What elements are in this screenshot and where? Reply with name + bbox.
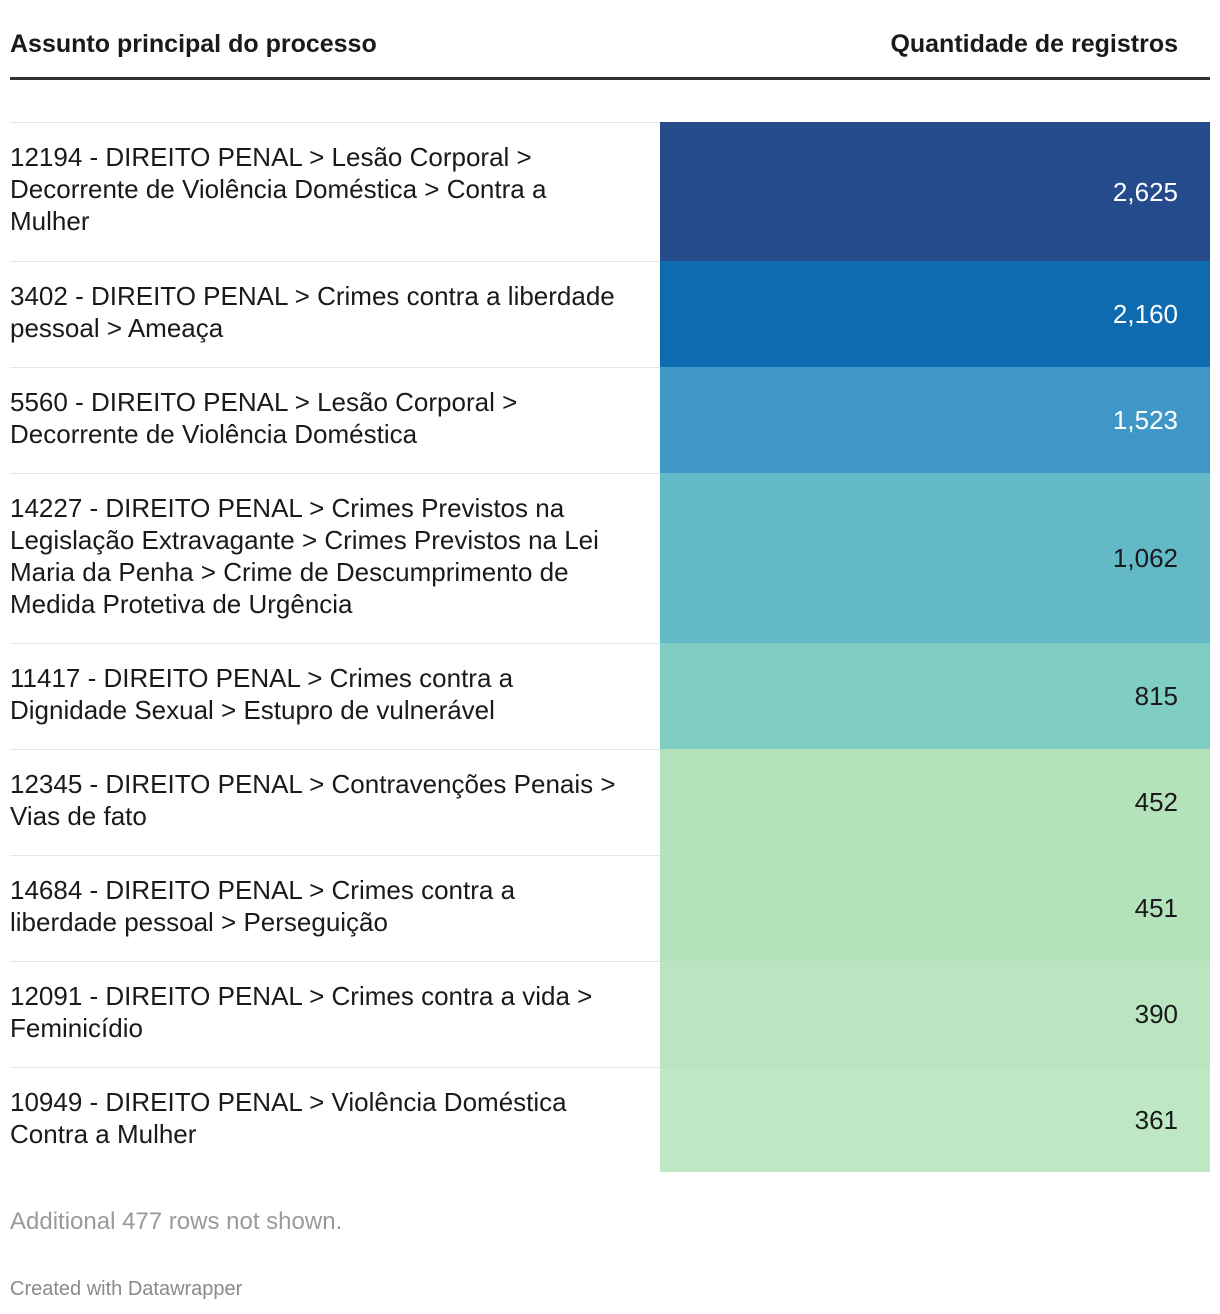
count-cell: 2,625	[660, 122, 1210, 261]
count-cell: 390	[660, 961, 1210, 1067]
table-row: 12091 - DIREITO PENAL > Crimes contra a …	[10, 961, 1210, 1067]
subject-column-header[interactable]: Assunto principal do processo	[10, 30, 377, 58]
count-cell: 361	[660, 1067, 1210, 1172]
subject-cell: 12345 - DIREITO PENAL > Contravenções Pe…	[10, 769, 616, 831]
table-row: 5560 - DIREITO PENAL > Lesão Corporal > …	[10, 367, 1210, 473]
count-cell: 451	[660, 855, 1210, 961]
data-table: Assunto principal do processo Quantidade…	[10, 0, 1210, 1172]
subject-cell: 10949 - DIREITO PENAL > Violência Domést…	[10, 1087, 567, 1149]
subject-cell: 5560 - DIREITO PENAL > Lesão Corporal > …	[10, 387, 518, 449]
table-row: 12345 - DIREITO PENAL > Contravenções Pe…	[10, 749, 1210, 855]
table-row: 3402 - DIREITO PENAL > Crimes contra a l…	[10, 261, 1210, 367]
table-header: Assunto principal do processo Quantidade…	[10, 0, 1210, 80]
subject-cell: 12194 - DIREITO PENAL > Lesão Corporal >…	[10, 142, 547, 236]
count-column-header[interactable]: Quantidade de registros	[890, 30, 1178, 58]
datawrapper-credit[interactable]: Created with Datawrapper	[10, 1278, 243, 1300]
table-row: 12194 - DIREITO PENAL > Lesão Corporal >…	[10, 122, 1210, 261]
rows-not-shown-note: Additional 477 rows not shown.	[10, 1208, 343, 1235]
count-cell: 1,523	[660, 367, 1210, 473]
table-row: 14684 - DIREITO PENAL > Crimes contra a …	[10, 855, 1210, 961]
count-cell: 2,160	[660, 261, 1210, 367]
count-cell: 815	[660, 643, 1210, 749]
subject-cell: 14684 - DIREITO PENAL > Crimes contra a …	[10, 875, 516, 937]
subject-cell: 3402 - DIREITO PENAL > Crimes contra a l…	[10, 281, 615, 343]
subject-cell: 14227 - DIREITO PENAL > Crimes Previstos…	[10, 493, 599, 619]
subject-cell: 11417 - DIREITO PENAL > Crimes contra a …	[10, 663, 514, 725]
table-row: 10949 - DIREITO PENAL > Violência Domést…	[10, 1067, 1210, 1172]
subject-cell: 12091 - DIREITO PENAL > Crimes contra a …	[10, 981, 593, 1043]
count-cell: 452	[660, 749, 1210, 855]
table-row: 11417 - DIREITO PENAL > Crimes contra a …	[10, 643, 1210, 749]
count-cell: 1,062	[660, 473, 1210, 643]
table-row: 14227 - DIREITO PENAL > Crimes Previstos…	[10, 473, 1210, 643]
table-body: 12194 - DIREITO PENAL > Lesão Corporal >…	[10, 122, 1210, 1172]
